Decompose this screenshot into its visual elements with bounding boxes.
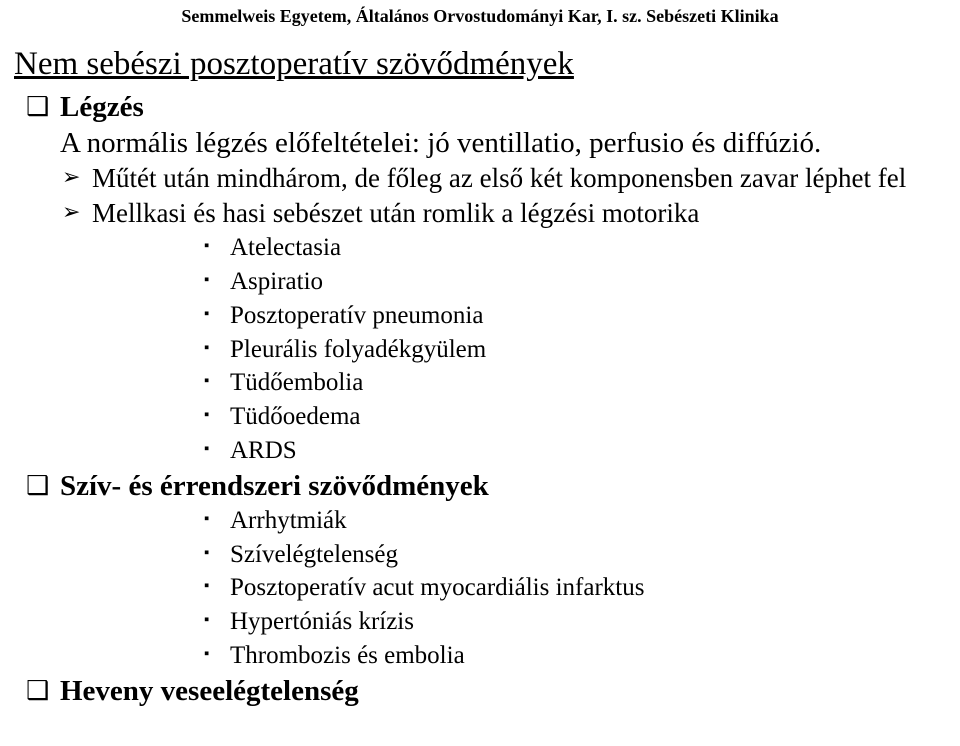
sziv-heading-text: Szív- és érrendszeri szövődmények (60, 470, 489, 502)
bullet-triangle-icon: ➢ (62, 196, 92, 228)
item-text: Posztoperatív pneumonia (230, 299, 483, 333)
bullet-small-square-icon: ▪ (204, 333, 230, 363)
bullet-small-square-icon: ▪ (204, 400, 230, 430)
section-sziv: ❑ Szív- és érrendszeri szövődmények (26, 468, 946, 504)
item-text: Pleurális folyadékgyülem (230, 333, 486, 367)
list-item: ▪ Atelectasia (204, 231, 946, 265)
section-vese-heading: Heveny veseelégtelenség (60, 673, 946, 709)
list-item: ▪ Arrhytmiák (204, 504, 946, 538)
section-vese: ❑ Heveny veseelégtelenség (26, 673, 946, 709)
legzes-intro: A normális légzés előfeltételei: jó vent… (60, 125, 946, 161)
list-item: ▪ ARDS (204, 434, 946, 468)
bullet-small-square-icon: ▪ (204, 434, 230, 464)
list-item: ▪ Tüdőoedema (204, 400, 946, 434)
section-legzes-heading: Légzés (60, 89, 946, 125)
bullet-small-square-icon: ▪ (204, 538, 230, 568)
bullet-square-icon: ❑ (26, 673, 60, 708)
slide-title: Nem sebészi posztoperatív szövődmények (14, 45, 946, 85)
bullet-small-square-icon: ▪ (204, 605, 230, 635)
bullet-small-square-icon: ▪ (204, 299, 230, 329)
slide-page: Semmelweis Egyetem, Általános Orvostudom… (0, 0, 960, 746)
item-text: Thrombozis és embolia (230, 639, 465, 673)
bullet-small-square-icon: ▪ (204, 231, 230, 261)
vese-heading-text: Heveny veseelégtelenség (60, 675, 359, 707)
legzes-sub1-text: Műtét után mindhárom, de főleg az első k… (92, 161, 906, 196)
institution-header: Semmelweis Egyetem, Általános Orvostudom… (0, 0, 960, 37)
list-item: ▪ Aspiratio (204, 265, 946, 299)
legzes-heading-text: Légzés (60, 91, 144, 123)
bullet-square-icon: ❑ (26, 468, 60, 503)
bullet-small-square-icon: ▪ (204, 366, 230, 396)
legzes-sub1: ➢ Műtét után mindhárom, de főleg az első… (62, 161, 946, 196)
slide-content: Nem sebészi posztoperatív szövődmények ❑… (0, 45, 960, 709)
section-sziv-heading: Szív- és érrendszeri szövődmények (60, 468, 946, 504)
item-text: Arrhytmiák (230, 504, 347, 538)
legzes-sub2: ➢ Mellkasi és hasi sebészet után romlik … (62, 196, 946, 231)
item-text: Posztoperatív acut myocardiális infarktu… (230, 571, 644, 605)
bullet-square-icon: ❑ (26, 89, 60, 124)
section-legzes: ❑ Légzés (26, 89, 946, 125)
list-item: ▪ Szívelégtelenség (204, 538, 946, 572)
list-item: ▪ Pleurális folyadékgyülem (204, 333, 946, 367)
bullet-small-square-icon: ▪ (204, 265, 230, 295)
bullet-small-square-icon: ▪ (204, 571, 230, 601)
list-item: ▪ Hypertóniás krízis (204, 605, 946, 639)
item-text: Aspiratio (230, 265, 323, 299)
bullet-small-square-icon: ▪ (204, 639, 230, 669)
list-item: ▪ Thrombozis és embolia (204, 639, 946, 673)
list-item: ▪ Posztoperatív acut myocardiális infark… (204, 571, 946, 605)
bullet-triangle-icon: ➢ (62, 161, 92, 193)
item-text: Hypertóniás krízis (230, 605, 414, 639)
item-text: ARDS (230, 434, 297, 468)
item-text: Szívelégtelenség (230, 538, 398, 572)
list-item: ▪ Posztoperatív pneumonia (204, 299, 946, 333)
list-item: ▪ Tüdőembolia (204, 366, 946, 400)
bullet-small-square-icon: ▪ (204, 504, 230, 534)
item-text: Tüdőembolia (230, 366, 363, 400)
item-text: Tüdőoedema (230, 400, 361, 434)
legzes-sub2-text: Mellkasi és hasi sebészet után romlik a … (92, 196, 699, 231)
item-text: Atelectasia (230, 231, 341, 265)
